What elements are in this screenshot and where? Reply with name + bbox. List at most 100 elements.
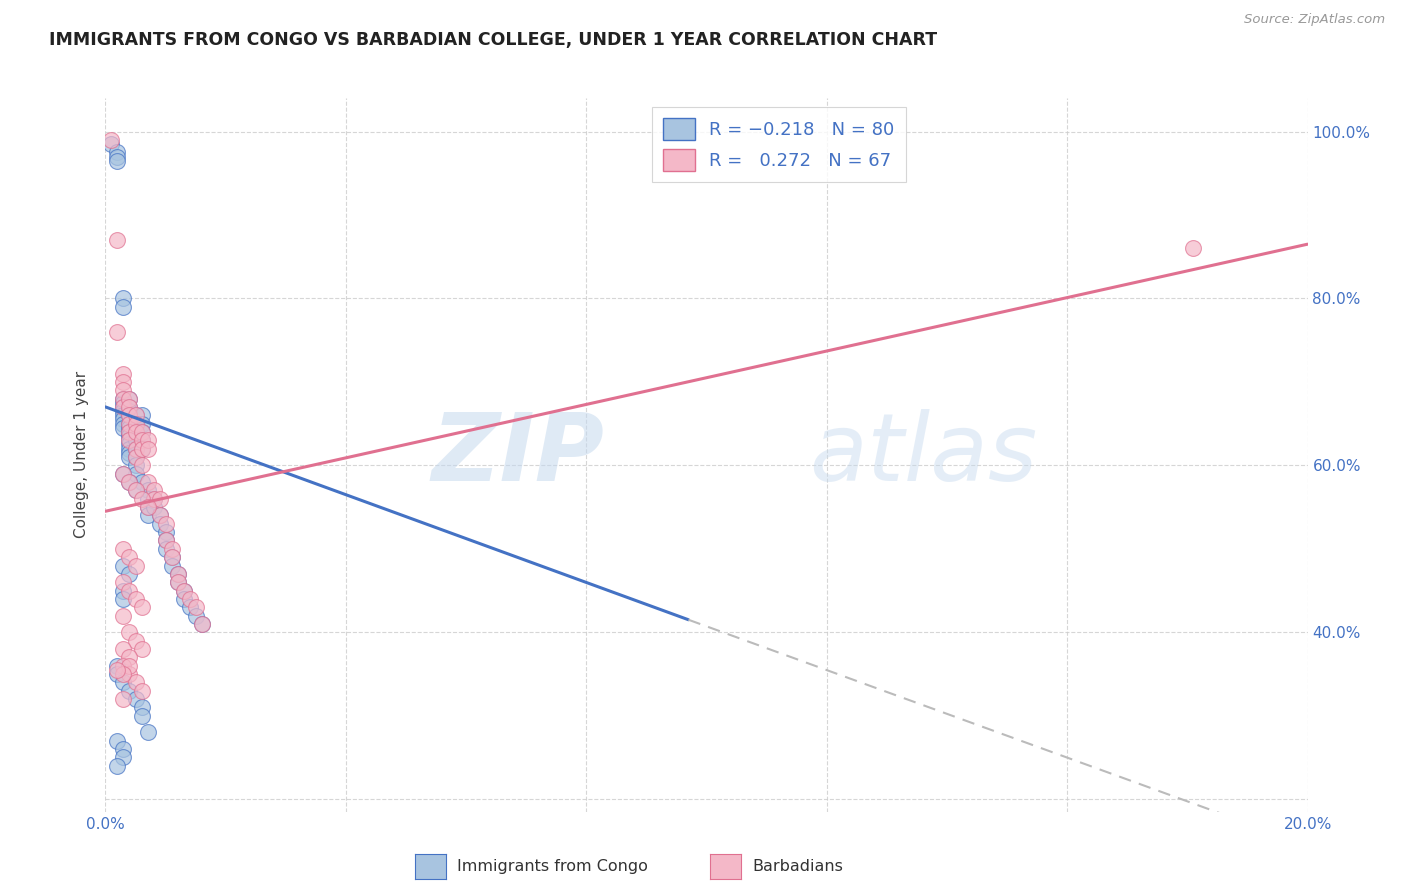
Point bbox=[100, 133, 122, 147]
Point bbox=[118, 475, 141, 489]
Point bbox=[155, 533, 177, 548]
Point bbox=[131, 434, 153, 448]
Point bbox=[155, 541, 177, 556]
Point bbox=[184, 600, 207, 615]
Point bbox=[131, 642, 153, 657]
Point bbox=[131, 425, 153, 439]
Point bbox=[112, 467, 135, 481]
Point bbox=[112, 467, 135, 481]
Point bbox=[112, 400, 135, 414]
Text: atlas: atlas bbox=[808, 409, 1038, 500]
Point bbox=[148, 516, 170, 531]
Point bbox=[124, 675, 146, 690]
Point bbox=[124, 434, 146, 448]
Point bbox=[112, 392, 135, 406]
Point bbox=[136, 442, 159, 456]
Text: Source: ZipAtlas.com: Source: ZipAtlas.com bbox=[1244, 13, 1385, 27]
Point bbox=[118, 392, 141, 406]
Point bbox=[160, 550, 183, 565]
Point bbox=[173, 583, 195, 598]
Point bbox=[173, 583, 195, 598]
Point bbox=[112, 404, 135, 418]
Point bbox=[155, 516, 177, 531]
Point bbox=[112, 383, 135, 397]
Point bbox=[118, 400, 141, 414]
Point bbox=[142, 491, 165, 506]
Point bbox=[124, 442, 146, 456]
Point bbox=[112, 541, 135, 556]
Point bbox=[112, 417, 135, 431]
Point bbox=[173, 591, 195, 606]
Point bbox=[118, 650, 141, 665]
Point bbox=[118, 683, 141, 698]
Point bbox=[112, 421, 135, 435]
Text: Immigrants from Congo: Immigrants from Congo bbox=[457, 859, 648, 873]
Point bbox=[131, 442, 153, 456]
Point bbox=[166, 575, 188, 590]
Point bbox=[118, 667, 141, 681]
Point bbox=[118, 417, 141, 431]
Point bbox=[124, 450, 146, 464]
Point bbox=[100, 136, 122, 151]
Point bbox=[118, 475, 141, 489]
Point bbox=[112, 658, 135, 673]
Point bbox=[107, 663, 129, 677]
Point bbox=[112, 591, 135, 606]
Point bbox=[112, 412, 135, 426]
Point bbox=[131, 425, 153, 439]
Point bbox=[124, 483, 146, 498]
Point bbox=[118, 404, 141, 418]
Point bbox=[124, 425, 146, 439]
Point bbox=[118, 429, 141, 443]
Point bbox=[131, 683, 153, 698]
Point bbox=[107, 325, 129, 339]
Point bbox=[142, 483, 165, 498]
Point bbox=[118, 434, 141, 448]
Point bbox=[112, 367, 135, 381]
Point bbox=[118, 421, 141, 435]
Point bbox=[136, 483, 159, 498]
Point bbox=[160, 541, 183, 556]
Point bbox=[160, 558, 183, 573]
Point bbox=[155, 525, 177, 540]
Point bbox=[112, 409, 135, 423]
Point bbox=[124, 591, 146, 606]
Point bbox=[136, 500, 159, 514]
Point bbox=[112, 675, 135, 690]
Point bbox=[118, 409, 141, 423]
Point bbox=[107, 658, 129, 673]
Point bbox=[124, 692, 146, 706]
Point bbox=[136, 475, 159, 489]
Point bbox=[118, 434, 141, 448]
Point bbox=[131, 475, 153, 489]
Point bbox=[112, 742, 135, 756]
Point bbox=[131, 708, 153, 723]
Point bbox=[112, 667, 135, 681]
Point bbox=[166, 575, 188, 590]
Text: Barbadians: Barbadians bbox=[752, 859, 844, 873]
Point bbox=[131, 600, 153, 615]
Point bbox=[118, 550, 141, 565]
Point bbox=[124, 483, 146, 498]
Point bbox=[112, 575, 135, 590]
Point bbox=[118, 658, 141, 673]
Point bbox=[190, 616, 212, 631]
Point bbox=[118, 400, 141, 414]
Point bbox=[118, 425, 141, 439]
Point bbox=[107, 149, 129, 163]
Point bbox=[166, 566, 188, 581]
Point bbox=[112, 608, 135, 623]
Point bbox=[124, 450, 146, 464]
Point bbox=[112, 750, 135, 764]
Point bbox=[136, 725, 159, 739]
Point bbox=[112, 292, 135, 306]
Point bbox=[179, 591, 201, 606]
Point bbox=[142, 491, 165, 506]
Point bbox=[148, 491, 170, 506]
Point bbox=[148, 508, 170, 523]
Text: IMMIGRANTS FROM CONGO VS BARBADIAN COLLEGE, UNDER 1 YEAR CORRELATION CHART: IMMIGRANTS FROM CONGO VS BARBADIAN COLLE… bbox=[49, 31, 938, 49]
Point bbox=[118, 392, 141, 406]
Point bbox=[112, 583, 135, 598]
Point bbox=[166, 566, 188, 581]
Point bbox=[124, 442, 146, 456]
